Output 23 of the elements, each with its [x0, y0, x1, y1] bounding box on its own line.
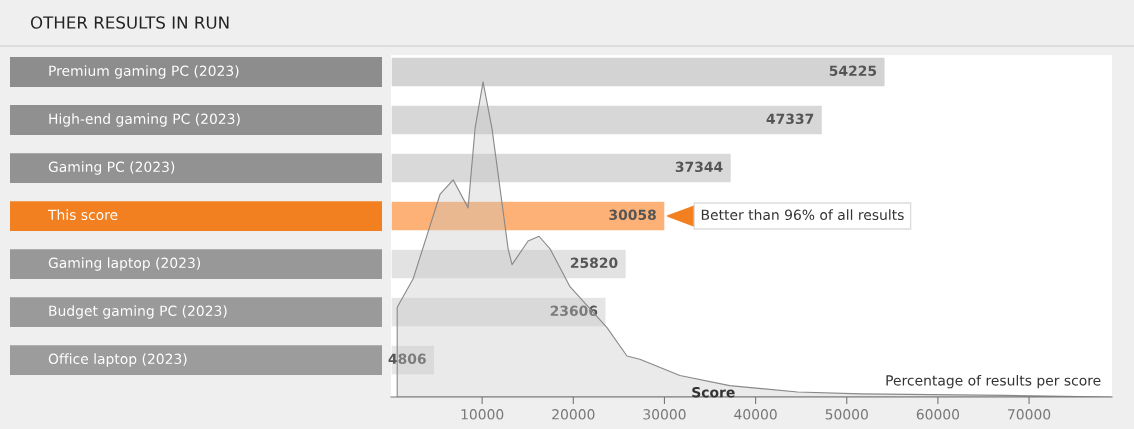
x-axis-title: Score: [692, 386, 735, 398]
y-tick-label: This score: [47, 209, 118, 221]
x-tick-label: 60000: [916, 409, 960, 420]
data-label: 47337: [766, 113, 814, 125]
data-label: 37344: [675, 161, 723, 173]
data-label: 54225: [829, 65, 877, 77]
x-tick-label: 50000: [825, 409, 868, 420]
x-tick-label: 10000: [461, 409, 504, 420]
data-label: 25820: [570, 257, 618, 269]
x-tick-label: 20000: [552, 409, 595, 420]
annotation: Better than 96% of all results: [701, 209, 904, 221]
y-tick-label: Gaming PC (2023): [48, 161, 175, 175]
y-tick-label: Gaming laptop (2023): [48, 257, 201, 271]
x-tick-label: 70000: [1008, 409, 1051, 420]
y-tick-label: Premium gaming PC (2023): [49, 65, 239, 79]
y-tick-label: High-end gaming PC (2023): [49, 113, 240, 127]
data-label: 30058: [609, 209, 656, 221]
x-tick-label: 40000: [734, 409, 777, 420]
y-tick-label: Office laptop (2023): [48, 353, 187, 367]
text: OTHER RESULTS IN RUN: [30, 16, 229, 29]
y-tick-label: Budget gaming PC (2023): [49, 305, 227, 319]
x-tick-label: 30000: [643, 409, 686, 420]
annotation: Percentage of results per score: [886, 374, 1101, 389]
